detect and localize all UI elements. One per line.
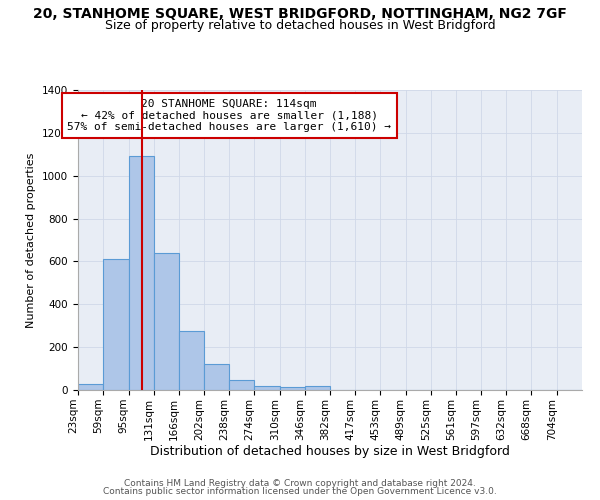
Bar — [128, 156, 154, 390]
Text: Contains public sector information licensed under the Open Government Licence v3: Contains public sector information licen… — [103, 487, 497, 496]
Text: Size of property relative to detached houses in West Bridgford: Size of property relative to detached ho… — [104, 19, 496, 32]
Bar — [154, 253, 179, 390]
Bar — [305, 386, 331, 390]
Bar — [78, 384, 103, 390]
Text: 20, STANHOME SQUARE, WEST BRIDGFORD, NOTTINGHAM, NG2 7GF: 20, STANHOME SQUARE, WEST BRIDGFORD, NOT… — [33, 8, 567, 22]
Y-axis label: Number of detached properties: Number of detached properties — [26, 152, 37, 328]
Bar — [280, 387, 305, 390]
Bar — [103, 260, 128, 390]
X-axis label: Distribution of detached houses by size in West Bridgford: Distribution of detached houses by size … — [150, 446, 510, 458]
Bar — [179, 331, 204, 390]
Text: Contains HM Land Registry data © Crown copyright and database right 2024.: Contains HM Land Registry data © Crown c… — [124, 478, 476, 488]
Bar — [229, 380, 254, 390]
Bar — [254, 386, 280, 390]
Text: 20 STANHOME SQUARE: 114sqm
← 42% of detached houses are smaller (1,188)
57% of s: 20 STANHOME SQUARE: 114sqm ← 42% of deta… — [67, 99, 391, 132]
Bar — [204, 364, 229, 390]
